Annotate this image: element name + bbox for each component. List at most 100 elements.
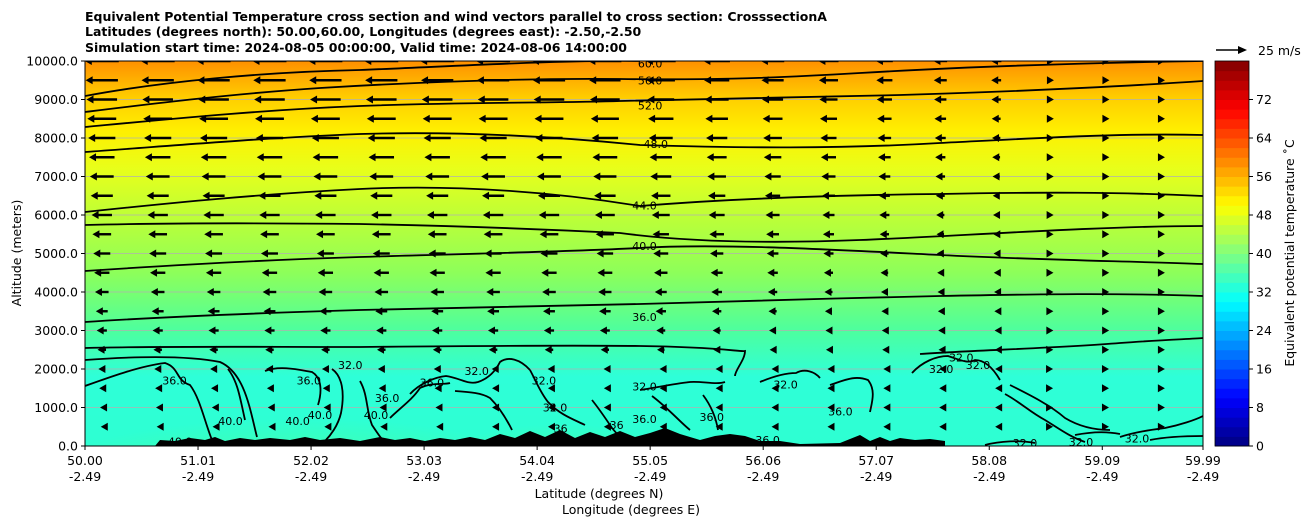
wind-vector-head	[97, 345, 105, 354]
colorbar-band	[1215, 263, 1249, 274]
contour-line	[85, 362, 213, 441]
wind-vector-head	[655, 307, 663, 316]
wind-vector-head	[715, 365, 723, 373]
wind-vector-head	[654, 288, 662, 296]
wind-vector-head	[876, 76, 884, 85]
colorbar-tick-label: 72	[1256, 92, 1272, 107]
x-tick-label-lat: 58.08	[971, 453, 1007, 468]
wind-vector-head	[199, 134, 207, 142]
wind-vector-head	[261, 268, 269, 277]
wind-vector-head	[705, 114, 713, 123]
wind-vector-head	[379, 403, 387, 412]
wind-vector-head	[651, 211, 659, 219]
wind-vector-head	[368, 153, 376, 162]
wind-vector-head	[994, 326, 1002, 335]
wind-vector-head	[1046, 249, 1054, 258]
contour-label: 40.0	[308, 409, 333, 422]
wind-vector-head	[1102, 61, 1110, 65]
colorbar-band	[1215, 340, 1249, 351]
wind-vector-head	[427, 230, 435, 239]
wind-vector-head	[597, 268, 605, 277]
wind-vector-head	[374, 288, 382, 296]
wind-vector-head	[365, 76, 373, 85]
contour-label: 32.0	[464, 365, 489, 378]
wind-vectors	[85, 61, 1165, 431]
x-tick-label-lon: -2.49	[182, 469, 214, 484]
contour-label: 32.0	[773, 378, 798, 391]
contour-label: 32.0	[929, 363, 954, 376]
wind-vector-head	[594, 191, 602, 200]
wind-vector-head	[599, 307, 607, 316]
wind-vector-head	[99, 384, 107, 393]
contour-label: 32.0	[543, 402, 568, 415]
wind-vector-head	[253, 76, 261, 85]
wind-vector-head	[1102, 172, 1110, 181]
wind-vector-head	[820, 153, 828, 162]
wind-vector-head	[200, 153, 208, 162]
wind-vector-head	[1102, 345, 1110, 354]
x-axis-label-lat: Latitude (degrees N)	[535, 486, 664, 501]
wind-vector-head	[657, 345, 665, 354]
wind-vector-head	[659, 384, 667, 393]
wind-vector-head	[364, 61, 372, 65]
wind-vector-head	[1157, 172, 1165, 181]
wind-vector-head	[98, 365, 106, 373]
wind-vector-head	[936, 230, 944, 239]
wind-vector-head	[537, 172, 545, 181]
wind-vector-head	[993, 249, 1001, 258]
contour-line	[984, 440, 1036, 446]
wind-vector-head	[323, 403, 331, 412]
contour-label: 36.0	[375, 392, 400, 405]
wind-vector-head	[765, 211, 773, 219]
wind-vector-head	[603, 422, 611, 431]
wind-vector-head	[933, 76, 941, 85]
colorbar-tick-label: 32	[1256, 285, 1272, 300]
wind-vector-head	[423, 134, 431, 142]
wind-vector-head	[760, 61, 768, 65]
wind-vector-head	[254, 95, 262, 104]
colorbar-band	[1215, 128, 1249, 139]
wind-vector-head	[376, 326, 384, 335]
wind-vector-head	[818, 76, 826, 85]
wind-vector-head	[428, 249, 436, 258]
wind-vector-head	[769, 326, 777, 335]
wind-vector-head	[91, 211, 99, 219]
wind-vector-head	[435, 403, 443, 412]
contour-line	[85, 245, 1203, 272]
contour-line	[919, 337, 1203, 355]
wind-vector-head	[429, 268, 437, 277]
wind-vector-head	[937, 307, 945, 316]
wind-vector-head	[316, 230, 324, 239]
contour-label: 56.0	[638, 74, 663, 87]
wind-vector-head	[314, 191, 322, 200]
colorbar-band	[1215, 118, 1249, 129]
x-tick-label-lon: -2.49	[408, 469, 440, 484]
colorbar-band	[1215, 186, 1249, 197]
wind-vector-head	[1157, 365, 1165, 373]
colorbar-band	[1215, 359, 1249, 370]
wind-vector-head	[316, 249, 324, 258]
wind-vector-head	[87, 114, 95, 123]
colorbar-band	[1215, 70, 1249, 81]
wind-vector-head	[715, 384, 723, 393]
wind-vector-head	[820, 134, 828, 142]
wind-vector-head	[321, 365, 329, 373]
quiver-key-label: 25 m/s	[1258, 43, 1301, 58]
wind-vector-head	[372, 249, 380, 258]
wind-vector-head	[703, 61, 711, 65]
colorbar-band	[1215, 320, 1249, 331]
wind-vector-head	[1157, 114, 1165, 123]
wind-vector-head	[92, 230, 100, 239]
wind-vector-head	[211, 403, 219, 412]
wind-vector-head	[1046, 211, 1054, 219]
wind-vector-head	[647, 95, 655, 104]
wind-vector-head	[100, 422, 108, 431]
wind-vector-head	[603, 384, 611, 393]
wind-vector-head	[764, 191, 772, 200]
wind-vector-head	[879, 211, 887, 219]
wind-vector-head	[1102, 153, 1110, 162]
wind-vector-head	[991, 95, 999, 104]
x-tick-label-lon: -2.49	[973, 469, 1005, 484]
wind-vector-head	[1046, 268, 1054, 277]
wind-vector-head	[1046, 61, 1054, 65]
